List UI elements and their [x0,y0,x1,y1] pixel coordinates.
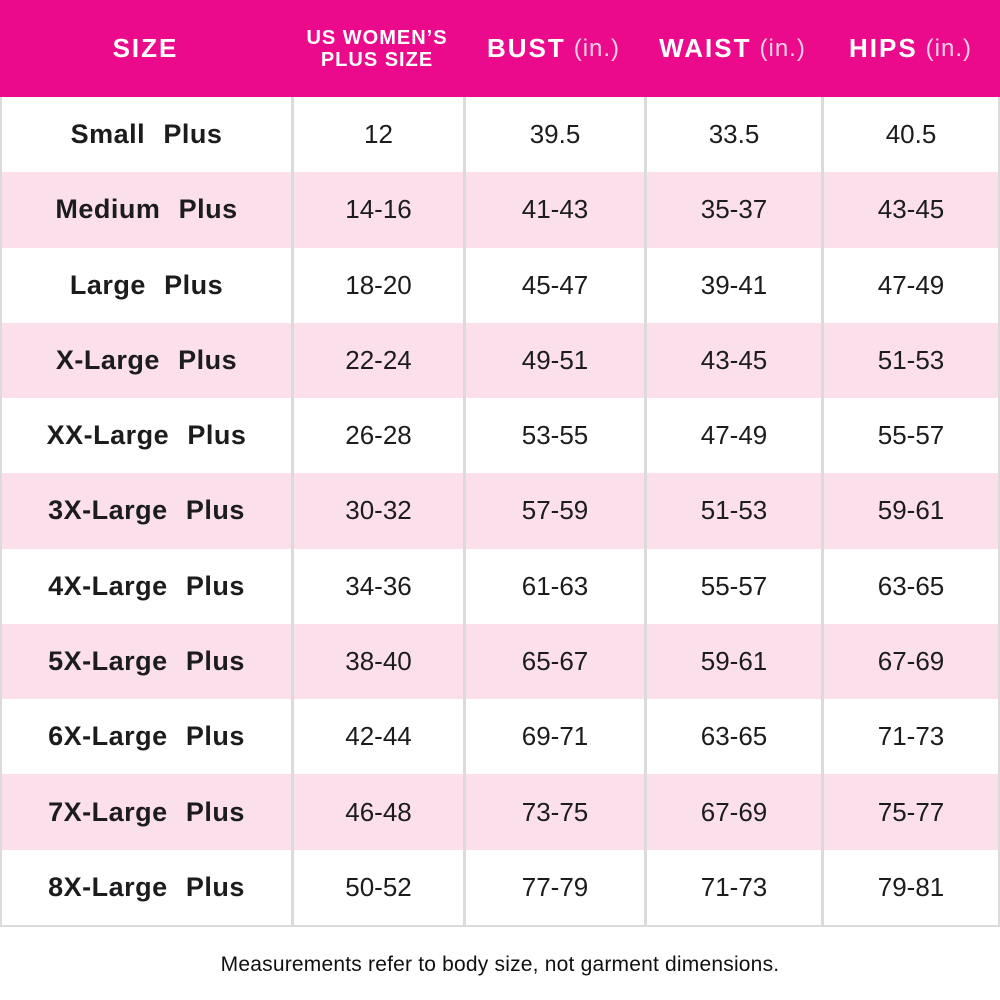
measurement-cell-waist: 33.5 [644,97,821,173]
measurement-cell-hips: 51-53 [821,322,998,399]
measurement-cell-us_plus_size: 18-20 [291,247,463,323]
measurement-cell-waist: 59-61 [644,623,821,700]
size-name-cell: 6X-Large Plus [48,721,245,752]
column-header-us-women-s-plus-size: US WOMEN’S PLUS SIZE [291,27,463,71]
measurement-cell-bust: 73-75 [463,774,644,850]
column-header-unit: (in.) [759,34,806,62]
size-name-cell: 4X-Large Plus [48,570,245,601]
size-name-cell: X-Large Plus [55,344,238,375]
size-name-cell: 7X-Large Plus [48,796,245,827]
measurement-cell-us_plus_size: 14-16 [291,172,463,248]
size-name-cell: 5X-Large Plus [48,645,245,676]
table-row-6x-large-plus: 6X-Large Plus 42-44 69-71 63-65 71-73 [2,699,998,775]
measurement-cell-waist: 39-41 [644,247,821,323]
measurement-cell-bust: 65-67 [463,623,644,700]
measurement-cell-bust: 61-63 [463,548,644,624]
measurement-cell-hips: 79-81 [821,849,998,925]
size-name-cell: Small Plus [70,119,223,150]
measurement-cell-waist: 63-65 [644,699,821,775]
measurement-cell-waist: 67-69 [644,774,821,850]
table-header-row: SIZE US WOMEN’S PLUS SIZE BUST (in.) WAIST (i… [0,0,1000,97]
measurement-cell-hips: 55-57 [821,398,998,474]
measurement-cell-us_plus_size: 30-32 [291,473,463,549]
measurement-cell-hips: 67-69 [821,623,998,700]
measurement-cell-bust: 39.5 [463,97,644,173]
measurement-cell-waist: 55-57 [644,548,821,624]
measurement-cell-hips: 75-77 [821,774,998,850]
measurement-cell-us_plus_size: 22-24 [291,322,463,399]
measurement-cell-bust: 69-71 [463,699,644,775]
table-row-7x-large-plus: 7X-Large Plus 46-48 73-75 67-69 75-77 [2,774,998,850]
measurement-cell-us_plus_size: 34-36 [291,548,463,624]
column-header-label: HIPS [848,33,918,64]
size-name-cell: 8X-Large Plus [48,871,245,902]
table-row-x-large-plus: X-Large Plus 22-24 49-51 43-45 51-53 [2,322,998,399]
measurement-cell-bust: 53-55 [463,398,644,474]
measurement-note: Measurements refer to body size, not gar… [220,952,780,976]
table-row-8x-large-plus: 8X-Large Plus 50-52 77-79 71-73 79-81 [2,849,998,925]
column-header-bust: BUST (in.) [463,34,644,63]
measurement-cell-hips: 47-49 [821,247,998,323]
column-header-label: WAIST [659,33,752,64]
column-header-unit: (in.) [573,34,621,62]
size-name-cell: Large Plus [69,269,224,300]
measurement-cell-us_plus_size: 26-28 [291,398,463,474]
measurement-cell-bust: 49-51 [463,322,644,399]
measurement-cell-hips: 43-45 [821,172,998,248]
size-name-cell: 3X-Large Plus [48,495,245,526]
column-header-unit: (in.) [925,34,973,62]
measurement-cell-us_plus_size: 50-52 [291,849,463,925]
table-body: Small Plus 12 39.5 33.5 40.5 Medium Plus 14-16… [0,97,1000,927]
measurement-cell-waist: 43-45 [644,322,821,399]
table-row-small-plus: Small Plus 12 39.5 33.5 40.5 [2,97,998,173]
measurement-cell-hips: 63-65 [821,548,998,624]
size-name-cell: XX-Large Plus [46,420,247,451]
table-row-medium-plus: Medium Plus 14-16 41-43 35-37 43-45 [2,172,998,248]
measurement-cell-us_plus_size: 42-44 [291,699,463,775]
measurement-cell-hips: 71-73 [821,699,998,775]
size-chart-table: SIZE US WOMEN’S PLUS SIZE BUST (in.) WAIST (i… [0,0,1000,927]
measurement-cell-bust: 57-59 [463,473,644,549]
column-header-waist: WAIST (in.) [644,34,821,63]
table-row-xx-large-plus: XX-Large Plus 26-28 53-55 47-49 55-57 [2,398,998,474]
measurement-cell-bust: 77-79 [463,849,644,925]
measurement-cell-hips: 40.5 [821,97,998,173]
column-header-label: BUST [486,33,566,64]
table-row-5x-large-plus: 5X-Large Plus 38-40 65-67 59-61 67-69 [2,623,998,700]
measurement-cell-bust: 45-47 [463,247,644,323]
column-header-hips: HIPS (in.) [821,34,1000,63]
measurement-cell-us_plus_size: 12 [291,97,463,173]
size-name-cell: Medium Plus [55,194,238,225]
table-row-large-plus: Large Plus 18-20 45-47 39-41 47-49 [2,247,998,323]
column-header-label: US WOMEN’S PLUS SIZE [306,26,448,71]
measurement-cell-waist: 47-49 [644,398,821,474]
measurement-cell-us_plus_size: 38-40 [291,623,463,700]
measurement-cell-waist: 71-73 [644,849,821,925]
table-row-3x-large-plus: 3X-Large Plus 30-32 57-59 51-53 59-61 [2,473,998,549]
measurement-cell-us_plus_size: 46-48 [291,774,463,850]
column-header-size: SIZE [0,34,291,63]
measurement-cell-bust: 41-43 [463,172,644,248]
measurement-cell-waist: 51-53 [644,473,821,549]
measurement-cell-hips: 59-61 [821,473,998,549]
column-header-label: SIZE [112,33,179,64]
table-row-4x-large-plus: 4X-Large Plus 34-36 61-63 55-57 63-65 [2,548,998,624]
measurement-cell-waist: 35-37 [644,172,821,248]
